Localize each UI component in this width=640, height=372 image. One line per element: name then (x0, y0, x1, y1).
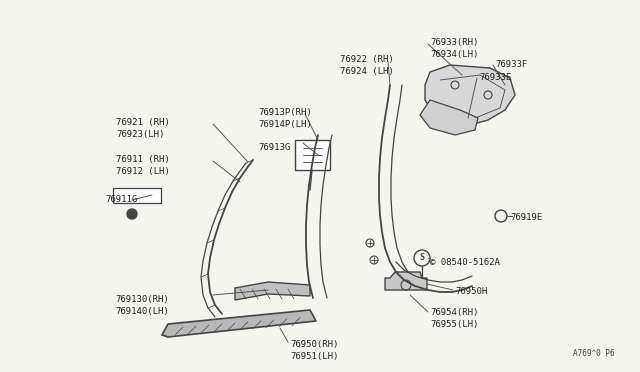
Text: 76950(RH): 76950(RH) (290, 340, 339, 349)
Text: 76924 (LH): 76924 (LH) (340, 67, 394, 76)
Text: 76911 (RH): 76911 (RH) (116, 155, 170, 164)
Circle shape (127, 209, 137, 219)
Polygon shape (162, 310, 316, 337)
Text: 76951(LH): 76951(LH) (290, 352, 339, 361)
Text: 76934(LH): 76934(LH) (430, 50, 478, 59)
Text: 76919E: 76919E (510, 213, 542, 222)
Text: 76950H: 76950H (455, 287, 487, 296)
Text: © 08540-5162A: © 08540-5162A (430, 258, 500, 267)
Text: 76913G: 76913G (258, 143, 291, 152)
Text: 76914P(LH): 76914P(LH) (258, 120, 312, 129)
Text: 76933E: 76933E (479, 73, 511, 82)
Polygon shape (235, 282, 310, 300)
Text: 76913P(RH): 76913P(RH) (258, 108, 312, 117)
Text: S: S (419, 253, 424, 263)
Text: 769140(LH): 769140(LH) (115, 307, 169, 316)
Text: 76921 (RH): 76921 (RH) (116, 118, 170, 127)
Polygon shape (425, 65, 515, 125)
Polygon shape (420, 100, 478, 135)
Text: 76922 (RH): 76922 (RH) (340, 55, 394, 64)
Text: 76955(LH): 76955(LH) (430, 320, 478, 329)
Text: 769130(RH): 769130(RH) (115, 295, 169, 304)
Polygon shape (113, 188, 161, 203)
Polygon shape (295, 140, 330, 170)
Text: 76911G: 76911G (105, 195, 137, 204)
Text: 76954(RH): 76954(RH) (430, 308, 478, 317)
Text: A769^0 P6: A769^0 P6 (573, 349, 615, 358)
Text: 76933(RH): 76933(RH) (430, 38, 478, 47)
Text: 76912 (LH): 76912 (LH) (116, 167, 170, 176)
Text: 76923(LH): 76923(LH) (116, 130, 164, 139)
Polygon shape (385, 272, 427, 290)
Text: 76933F: 76933F (495, 60, 527, 69)
